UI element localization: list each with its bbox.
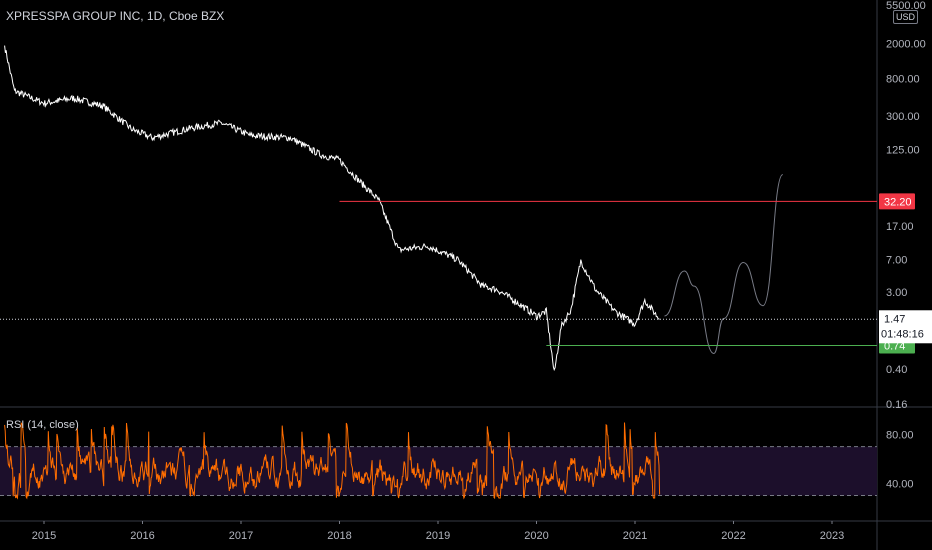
rsi-axis-tick: 80.00 xyxy=(886,429,914,441)
price-line[interactable] xyxy=(4,45,660,372)
price-axis-tick: 3.00 xyxy=(886,287,907,299)
last-price-label: 1.47 xyxy=(884,313,905,325)
price-axis-tick: 2000.00 xyxy=(886,39,926,51)
symbol-title[interactable]: XPRESSPA GROUP INC, 1D, Cboe BZX xyxy=(6,9,225,23)
price-axis-tick: 300.00 xyxy=(886,111,920,123)
price-axis-tick: 5500.00 xyxy=(886,0,926,12)
price-pane[interactable] xyxy=(0,45,877,372)
bar-countdown-label: 01:48:16 xyxy=(881,328,924,340)
projection-curve[interactable] xyxy=(664,174,784,355)
time-axis-tick: 2020 xyxy=(524,530,548,542)
rsi-line[interactable] xyxy=(4,422,661,500)
price-axis-tick: 17.00 xyxy=(886,221,914,233)
time-axis-tick: 2015 xyxy=(32,530,56,542)
price-axis-tick: 800.00 xyxy=(886,74,920,86)
rsi-pane[interactable] xyxy=(0,422,877,500)
time-axis-tick: 2017 xyxy=(229,530,253,542)
time-axis-tick: 2019 xyxy=(426,530,450,542)
resistance-price-tag xyxy=(879,193,915,210)
price-axis-tick: 0.40 xyxy=(886,364,907,376)
currency-badge[interactable]: USD xyxy=(893,10,919,24)
price-axis-tick: 7.00 xyxy=(886,255,907,267)
price-axis-tick: 125.00 xyxy=(886,145,920,157)
rsi-axis-tick: 40.00 xyxy=(886,478,914,490)
time-axis-tick: 2018 xyxy=(327,530,351,542)
time-axis-tick: 2022 xyxy=(721,530,745,542)
price-axis-tick: 0.16 xyxy=(886,399,907,411)
rsi-indicator-label[interactable]: RSI (14, close) xyxy=(6,419,79,431)
time-axis-tick: 2023 xyxy=(820,530,844,542)
axes: 32.20 0.74 1.47 01:48:16 5500.00 2000.00 800.0… xyxy=(32,0,932,542)
support-price-label: 0.74 xyxy=(884,340,905,352)
time-axis-tick: 2021 xyxy=(623,530,647,542)
resistance-price-label: 32.20 xyxy=(884,196,912,208)
time-axis-tick: 2016 xyxy=(130,530,154,542)
last-price-tag xyxy=(879,310,932,344)
